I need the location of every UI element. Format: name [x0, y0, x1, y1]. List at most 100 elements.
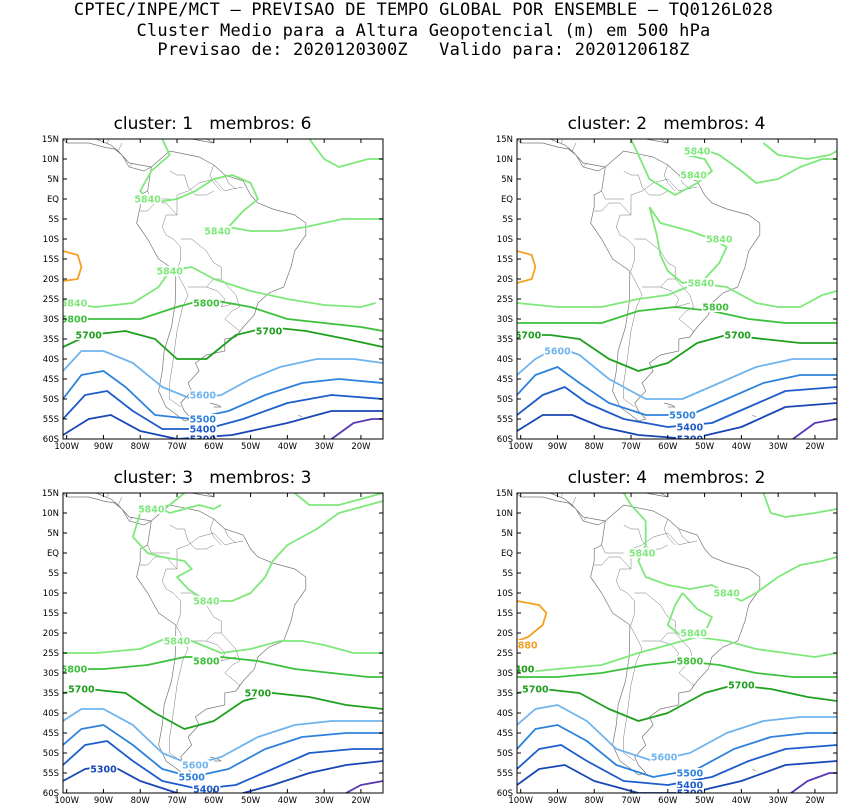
contour-line [294, 493, 383, 506]
central-america-coastline [517, 139, 606, 172]
contour-line [344, 780, 383, 793]
country-border [129, 162, 134, 168]
contour-label: 5700 [724, 331, 751, 342]
panel-title: cluster: 1 membros: 6 [113, 114, 312, 134]
country-border [616, 532, 698, 626]
panel-title: cluster: 4 membros: 2 [567, 468, 766, 488]
lon-label: 80W [585, 796, 605, 806]
lon-label: 100W [508, 796, 533, 806]
lon-label: 50W [695, 442, 715, 452]
panel-title: cluster: 2 membros: 4 [567, 114, 766, 134]
lon-label: 50W [241, 442, 261, 452]
lat-label: 50S [497, 749, 513, 759]
falkland-islands [210, 756, 222, 762]
contour-line [131, 493, 383, 602]
lat-label: 5S [48, 569, 59, 579]
lat-label: 10N [496, 155, 513, 165]
contour-label: 5800 [61, 665, 88, 676]
south-georgia [298, 414, 303, 418]
lat-label: 10S [43, 589, 59, 599]
lon-label: 30W [769, 796, 789, 806]
south-georgia [752, 414, 757, 418]
country-border [623, 170, 668, 196]
country-border [663, 518, 676, 546]
contour-label: 5800 [61, 315, 88, 326]
contour-label-bg [679, 170, 708, 180]
contour-label-bg [676, 434, 704, 439]
country-border [162, 178, 244, 272]
contour-label-bg [255, 326, 283, 336]
country-border [583, 162, 588, 168]
country-border [642, 278, 676, 288]
lat-label: EQ [501, 549, 513, 559]
contour-line [517, 334, 837, 372]
lat-label: 55S [497, 415, 513, 425]
lon-label: 50W [695, 796, 715, 806]
contour-label-bg [203, 226, 232, 236]
contour-label-bg [676, 422, 704, 432]
contour-label: 5700 [515, 331, 542, 342]
lon-label: 40W [732, 796, 752, 806]
contour-line [330, 418, 383, 439]
map-frame [62, 492, 384, 794]
lat-label: 55S [497, 769, 513, 779]
country-border [129, 516, 134, 522]
lon-label: 80W [131, 796, 151, 806]
contour-label: 5800 [193, 299, 220, 310]
contour-label-bg [133, 194, 162, 204]
caribbean-islands [612, 139, 668, 144]
contour-label: 5840 [193, 597, 220, 608]
lon-label: 30W [315, 442, 335, 452]
lon-label: 20W [805, 442, 825, 452]
contour-label: 5840 [61, 299, 88, 310]
lon-label: 90W [548, 796, 568, 806]
contour-label: 5840 [684, 147, 711, 158]
coastlines [517, 139, 761, 422]
contour-label-bg [517, 330, 542, 340]
lat-label: 15N [42, 489, 59, 499]
contour-label-bg [705, 234, 734, 244]
contour-line [308, 139, 383, 168]
lat-label: 15N [42, 135, 59, 145]
contour-label-bg [188, 414, 217, 424]
contour-line [63, 250, 83, 282]
lat-label: 45S [497, 375, 513, 385]
lat-label: 10N [42, 155, 59, 165]
lat-label: 15S [43, 255, 59, 265]
contour-label: 5700 [256, 327, 283, 338]
country-border [678, 528, 691, 544]
contour-label: 5300 [90, 765, 117, 776]
contour-label: 5400 [677, 423, 704, 434]
contour-label-bg [650, 752, 678, 762]
map-content: 5840 5840 5840 5840 5800 5800 5700 5700 5600 5500… [61, 139, 383, 439]
country-border [180, 238, 240, 336]
contour-label-bg [181, 760, 210, 770]
lat-label: 30S [43, 315, 59, 325]
country-border [140, 556, 178, 570]
lon-label: 100W [508, 442, 533, 452]
lon-label: 60W [658, 796, 678, 806]
lat-label: 35S [43, 689, 59, 699]
contour-label: 5700 [728, 681, 755, 692]
country-border [623, 624, 643, 762]
contour-label-bg [712, 588, 741, 598]
falkland-islands [664, 402, 676, 408]
contour-line [63, 350, 383, 400]
country-border [601, 190, 624, 200]
contour-label: 5840 [706, 235, 733, 246]
contour-line [622, 493, 837, 602]
lat-label: 40S [497, 355, 513, 365]
lat-label: 55S [43, 415, 59, 425]
lon-label: 40W [278, 442, 298, 452]
lon-label: 60W [658, 442, 678, 452]
lat-label: 5S [502, 569, 513, 579]
country-border [601, 544, 624, 554]
lat-label: 20S [43, 629, 59, 639]
contour-line [517, 724, 837, 778]
lat-label: 20S [497, 275, 513, 285]
contour-label: 5400 [677, 781, 704, 792]
contour-label-bg [74, 330, 103, 340]
